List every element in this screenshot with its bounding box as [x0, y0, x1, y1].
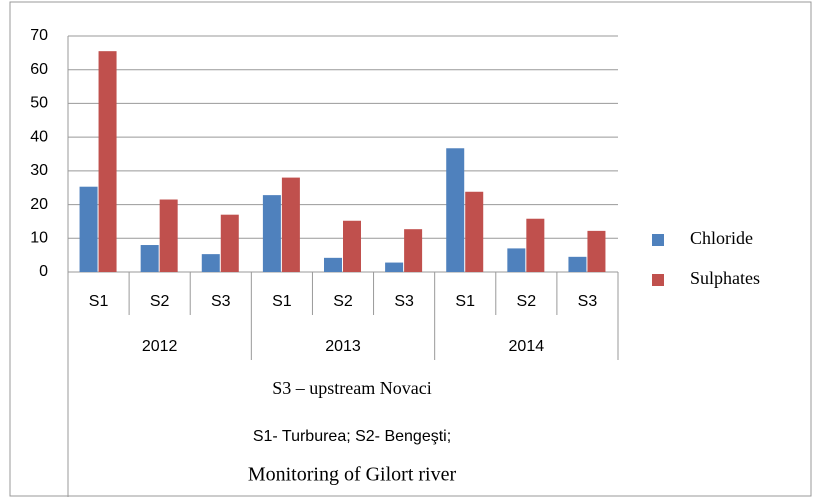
x-tick-label: S1 — [455, 293, 475, 310]
x-tick-label: S2 — [517, 293, 537, 310]
group-label: 2012 — [142, 338, 178, 355]
y-tick-label: 50 — [30, 95, 48, 112]
bar — [79, 186, 98, 272]
group-label: 2014 — [509, 338, 545, 355]
legend-label: Sulphates — [690, 268, 760, 288]
bar — [404, 229, 423, 272]
bar — [262, 195, 281, 272]
x-tick-label: S2 — [150, 293, 170, 310]
y-tick-label: 70 — [30, 27, 48, 44]
y-tick-label: 60 — [30, 61, 48, 78]
x-axis-label: Monitoring of Gilort river — [248, 464, 457, 486]
bar — [159, 199, 178, 272]
bar — [140, 245, 159, 272]
x-axis-label: S3 – upstream Novaci — [272, 378, 431, 398]
bar — [507, 248, 526, 272]
x-tick-label: S3 — [211, 293, 231, 310]
chart-border — [9, 1, 812, 497]
bar — [281, 177, 300, 272]
y-tick-label: 40 — [30, 128, 48, 145]
bar — [201, 254, 220, 272]
bar — [220, 214, 239, 272]
x-tick-label: S2 — [333, 293, 353, 310]
x-tick-label: S1 — [272, 293, 292, 310]
group-label: 2013 — [325, 338, 361, 355]
bar — [343, 220, 361, 272]
bar — [385, 262, 404, 272]
legend-swatch — [652, 274, 664, 286]
bar — [98, 51, 117, 272]
bar — [526, 218, 545, 272]
bar — [568, 256, 587, 272]
legend-label: Chloride — [690, 228, 753, 248]
bar — [324, 257, 342, 272]
x-axis-label: S1- Turburea; S2- Bengeşti; — [253, 428, 451, 445]
y-tick-label: 10 — [30, 230, 48, 247]
y-tick-label: 20 — [30, 196, 48, 213]
x-tick-label: S3 — [394, 293, 414, 310]
legend-swatch — [652, 234, 664, 246]
x-tick-label: S3 — [578, 293, 598, 310]
x-tick-label: S1 — [89, 293, 109, 310]
bar — [465, 191, 484, 272]
y-tick-label: 0 — [39, 263, 48, 280]
bar — [587, 230, 606, 272]
y-tick-label: 30 — [30, 162, 48, 179]
bar — [446, 148, 465, 272]
